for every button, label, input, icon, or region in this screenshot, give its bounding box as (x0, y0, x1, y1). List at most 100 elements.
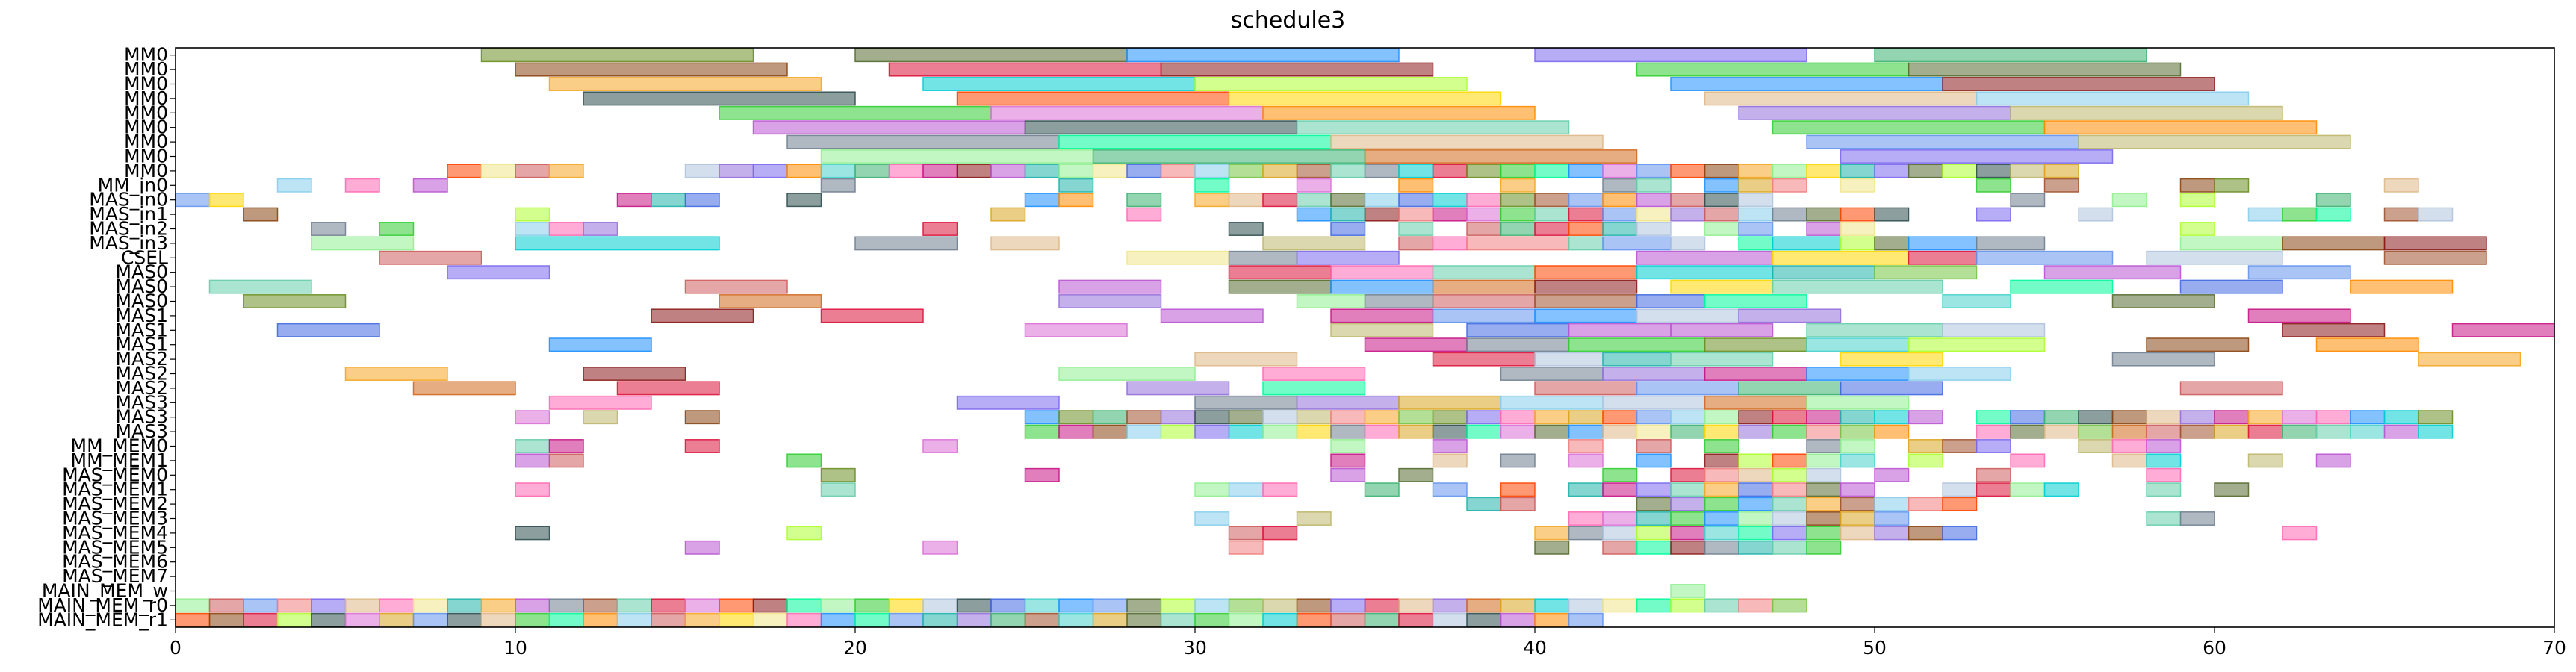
bar (854, 236, 958, 251)
bar (1398, 424, 1434, 439)
bar (515, 612, 550, 627)
bar (379, 222, 415, 236)
y-tick-label: MAS1 (116, 334, 168, 355)
bar (2078, 410, 2114, 425)
bar (1704, 337, 1807, 352)
y-tick-label: MAS3 (116, 420, 168, 442)
bar (1194, 164, 1230, 178)
bar (1534, 222, 1570, 236)
bar (1942, 323, 2046, 337)
bar (1296, 193, 1332, 208)
bar (1432, 164, 1468, 178)
bar (1194, 395, 1298, 410)
bar (1908, 526, 1943, 541)
bar (1738, 482, 1774, 497)
bar (2282, 526, 2318, 541)
bar (1670, 584, 1706, 598)
bar (1772, 453, 1807, 468)
bar (1976, 410, 2011, 425)
bar (1500, 410, 1536, 425)
bar (583, 612, 618, 627)
bar (1262, 105, 1536, 120)
bar (1602, 598, 1638, 613)
bar (1432, 265, 1536, 280)
bar (515, 410, 550, 425)
bar (548, 222, 584, 236)
bar (1296, 250, 1400, 265)
bar (1704, 395, 1807, 410)
bar (1602, 482, 1638, 497)
bar (1228, 91, 1502, 106)
bar (2179, 222, 2215, 236)
bar (1772, 178, 1807, 193)
bar (412, 598, 448, 613)
bar (786, 526, 822, 541)
bar (922, 164, 958, 178)
bar (1330, 439, 1366, 453)
bar (1398, 222, 1434, 236)
bar (1976, 482, 2011, 497)
bar (1296, 294, 1366, 308)
bar (1908, 439, 1943, 453)
bar (1126, 193, 1162, 208)
bar (1568, 164, 1604, 178)
bar (1228, 540, 1264, 555)
bar (1976, 424, 2011, 439)
y-tick-label: MM0 (124, 58, 168, 80)
bar (1262, 482, 1298, 497)
bar (1500, 193, 1536, 208)
bar (1500, 424, 1536, 439)
y-tick-label: MAS_in2 (89, 218, 168, 240)
bar (684, 193, 720, 208)
bar (2146, 482, 2182, 497)
bar (1908, 410, 1943, 425)
bar (276, 178, 312, 193)
bar (1602, 410, 1638, 425)
bar (311, 236, 415, 251)
bar (1602, 526, 1638, 541)
bar (1602, 236, 1672, 251)
bar (854, 164, 890, 178)
bar (1126, 164, 1162, 178)
bar (1636, 598, 1672, 613)
bar (2146, 439, 2182, 453)
bar (1874, 497, 1910, 511)
bar (1126, 598, 1162, 613)
bar (480, 48, 754, 63)
bar (1738, 308, 1842, 323)
bar (447, 612, 482, 627)
y-tick-label: MAS1 (116, 319, 168, 340)
bar (651, 598, 686, 613)
bar (1126, 612, 1162, 627)
bar (888, 164, 924, 178)
bar (1398, 236, 1434, 251)
bar (1296, 178, 1332, 193)
bar (515, 526, 550, 541)
bar (515, 482, 550, 497)
bar (2315, 453, 2351, 468)
bar (1772, 164, 1807, 178)
bar (1466, 193, 1502, 208)
bar (752, 612, 788, 627)
bar (1160, 598, 1196, 613)
bar (1194, 612, 1230, 627)
bar (1262, 193, 1298, 208)
bar (1636, 294, 1706, 308)
bar (2078, 134, 2351, 149)
bar (2010, 482, 2046, 497)
bar (311, 612, 347, 627)
bar (2111, 439, 2147, 453)
bar (1806, 337, 1910, 352)
bar (1976, 178, 2011, 193)
bar (1636, 424, 1672, 439)
bar (1092, 149, 1366, 164)
bar (1806, 395, 1910, 410)
y-tick-label: MAS0 (116, 276, 168, 297)
bar (616, 381, 720, 396)
bar (2383, 424, 2419, 439)
bar (1636, 453, 1672, 468)
bar (990, 207, 1026, 222)
bar (1806, 540, 1842, 555)
bar (1806, 511, 1842, 526)
bar (1772, 207, 1807, 222)
